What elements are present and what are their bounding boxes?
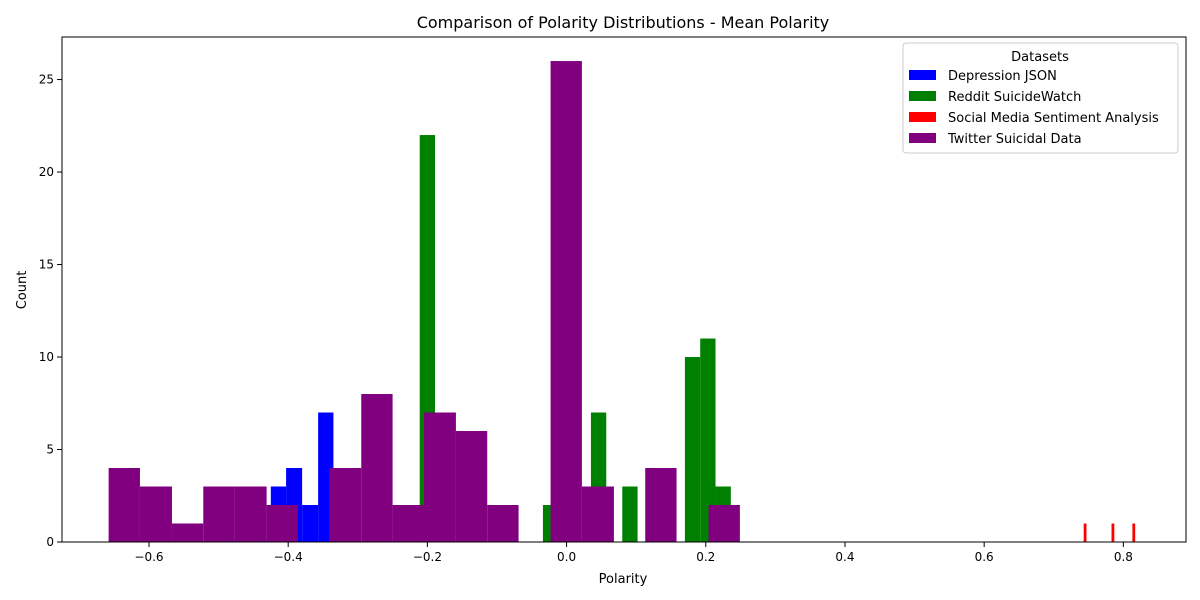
histogram-bar: [139, 486, 172, 542]
histogram-bar: [700, 338, 716, 542]
x-axis-label: Polarity: [599, 572, 648, 587]
histogram-bar: [1132, 523, 1136, 542]
plot-frame: [61, 36, 1187, 543]
histogram-bar: [171, 523, 204, 542]
x-tick-label: 0.2: [696, 550, 715, 564]
histogram-bar: [203, 486, 235, 542]
histogram-bar: [108, 468, 140, 542]
y-axis-ticks: 0 5 10 15 20 25: [39, 73, 62, 549]
legend-swatch: [909, 70, 936, 80]
histogram-bar: [234, 486, 267, 542]
histogram-bar: [392, 505, 424, 542]
histogram-bar: [329, 468, 362, 542]
legend-title: Datasets: [1011, 50, 1069, 65]
chart-title: Comparison of Polarity Distributions - M…: [417, 13, 830, 32]
x-tick-label: −0.4: [274, 550, 303, 564]
legend-box: [902, 42, 1179, 154]
x-tick-label: 0.8: [1114, 550, 1133, 564]
bars-layer: [108, 61, 1136, 543]
y-tick-label: 10: [39, 350, 54, 364]
y-tick-label: 15: [39, 258, 54, 272]
histogram-bar: [684, 357, 701, 542]
histogram-bar: [622, 486, 638, 542]
legend-label: Reddit SuicideWatch: [948, 90, 1081, 105]
histogram-bar: [1083, 523, 1087, 542]
y-tick-label: 0: [46, 535, 54, 549]
y-tick-label: 5: [46, 443, 54, 457]
histogram-bar: [361, 394, 393, 542]
x-tick-label: 0.0: [557, 550, 576, 564]
histogram-bar: [423, 412, 456, 542]
histogram-bar: [487, 505, 519, 542]
histogram-bar: [266, 505, 298, 542]
histogram-bar: [645, 468, 677, 542]
legend: Datasets Depression JSON Reddit SuicideWa…: [902, 42, 1179, 154]
legend-label: Twitter Suicidal Data: [947, 132, 1082, 147]
x-tick-label: −0.2: [413, 550, 442, 564]
histogram-bar: [708, 505, 740, 542]
legend-swatch: [909, 112, 936, 122]
histogram-bar: [1111, 523, 1115, 542]
x-tick-label: −0.6: [134, 550, 163, 564]
histogram-bar: [550, 61, 582, 543]
y-tick-label: 25: [39, 73, 54, 87]
x-axis-ticks: −0.6 −0.4 −0.2 0.0 0.2 0.4 0.6 0.8: [134, 542, 1133, 564]
x-tick-label: 0.6: [975, 550, 994, 564]
y-axis-label: Count: [15, 271, 30, 310]
histogram-bar: [302, 505, 319, 542]
legend-entries: Depression JSON Reddit SuicideWatch Social…: [909, 69, 1159, 147]
x-tick-label: 0.4: [835, 550, 854, 564]
histogram-bar: [581, 486, 614, 542]
legend-swatch: [909, 133, 936, 143]
histogram-bar: [455, 431, 488, 542]
y-tick-label: 20: [39, 165, 54, 179]
legend-label: Social Media Sentiment Analysis: [948, 111, 1159, 126]
legend-label: Depression JSON: [948, 69, 1057, 84]
legend-swatch: [909, 91, 936, 101]
